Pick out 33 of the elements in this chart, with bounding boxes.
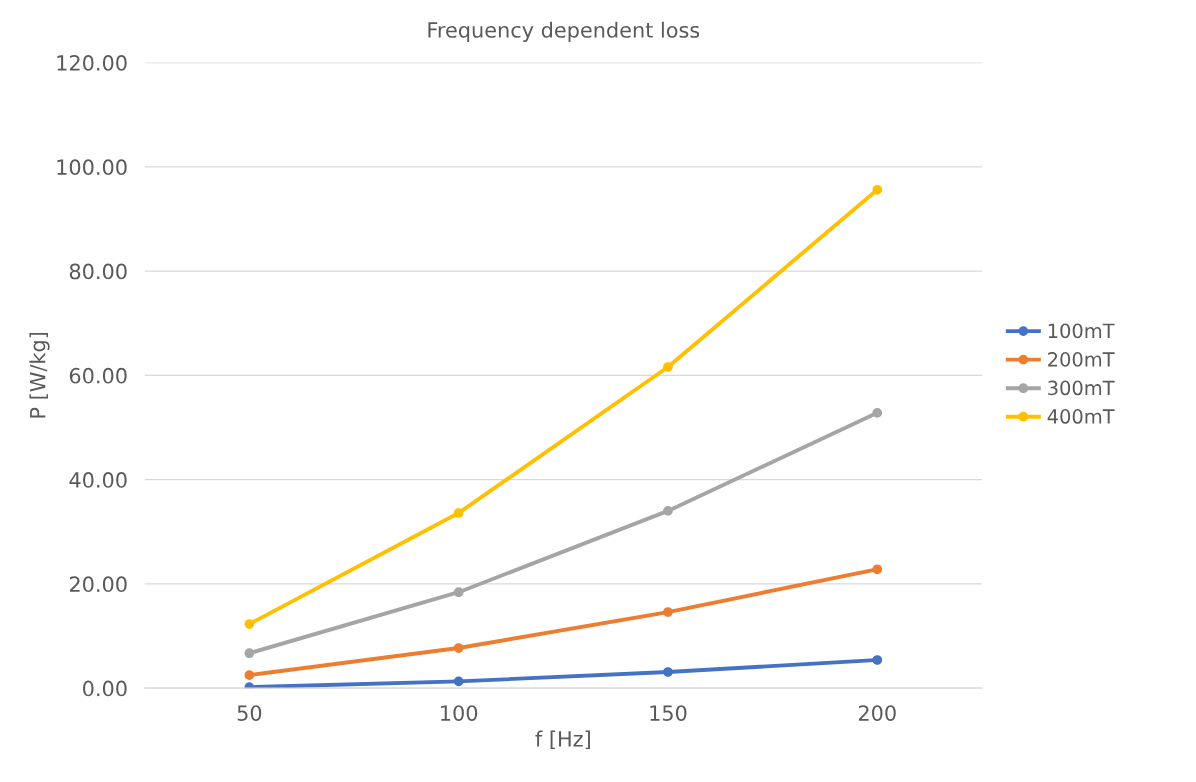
chart-title: Frequency dependent loss: [428, 21, 700, 42]
point: [453, 676, 464, 687]
legend-label: 300mT: [1048, 380, 1115, 396]
point: [663, 607, 673, 617]
legend-label: 100mT: [1048, 323, 1115, 339]
x-tick-label: 100: [441, 705, 478, 721]
x-tick-label: 50: [237, 705, 262, 721]
point: [244, 648, 255, 659]
point: [872, 408, 883, 418]
y-tick-label: 40.00: [69, 472, 127, 488]
point: [244, 619, 255, 629]
point: [663, 362, 673, 372]
y-tick-label: 100.00: [57, 159, 127, 176]
point: [872, 564, 883, 575]
x-axis-title: f [Hz]: [535, 730, 590, 750]
y-axis-title: P [W/kg]: [29, 332, 50, 418]
point: [872, 184, 883, 195]
x-tick-label: 200: [858, 705, 896, 721]
y-tick-label: 80.00: [69, 263, 127, 280]
y-tick-label: 0.00: [83, 680, 127, 697]
legend-label: 400mT: [1047, 409, 1115, 424]
point: [453, 508, 464, 518]
point: [453, 643, 464, 653]
y-tick-label: 120.00: [57, 55, 127, 71]
y-tick-label: 20.00: [69, 576, 127, 593]
point: [244, 670, 255, 680]
x-tick-label: 150: [650, 705, 687, 721]
point: [872, 655, 883, 665]
point: [663, 506, 673, 516]
legend-label: 200mT: [1048, 352, 1115, 367]
point: [453, 587, 464, 598]
point: [663, 667, 673, 677]
y-tick-label: 60.00: [69, 367, 127, 384]
